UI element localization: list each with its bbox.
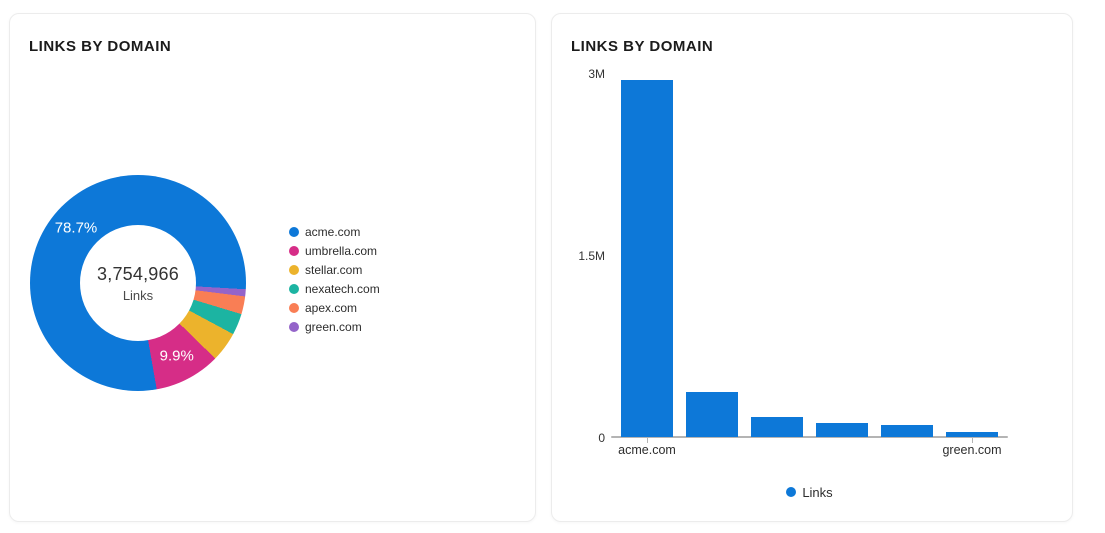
legend-text-green.com: green.com: [305, 319, 362, 334]
pie-legend-item-green.com[interactable]: green.com: [289, 317, 380, 336]
donut-center: 3,754,966 Links: [80, 225, 196, 341]
pie-legend-item-acme.com[interactable]: acme.com: [289, 222, 380, 241]
legend-text-umbrella.com: umbrella.com: [305, 243, 378, 258]
donut-total-value: 3,754,966: [97, 263, 179, 284]
legend-dot-nexatech.com: [289, 283, 299, 294]
links-by-domain-bar-card: LINKS BY DOMAIN acme.com green.com Links …: [551, 13, 1073, 522]
bar-stellar.com[interactable]: [751, 416, 803, 437]
pie-legend-item-apex.com[interactable]: apex.com: [289, 298, 380, 317]
legend-dot-green.com: [289, 321, 299, 332]
legend-text-nexatech.com: nexatech.com: [305, 281, 380, 296]
legend-text-apex.com: apex.com: [305, 300, 358, 315]
bar-umbrella.com[interactable]: [686, 392, 738, 437]
slice-pct-label-acme.com: 78.7%: [54, 219, 98, 237]
bar-green.com[interactable]: [946, 432, 998, 437]
bar-card-title: LINKS BY DOMAIN: [571, 38, 714, 55]
links-legend-dot: [786, 487, 797, 497]
legend-dot-umbrella.com: [289, 245, 299, 256]
pie-legend-item-nexatech.com[interactable]: nexatech.com: [289, 279, 380, 298]
legend-dot-acme.com: [289, 226, 299, 237]
x-axis-tick-acme.com: [647, 438, 648, 443]
pie-card-title: LINKS BY DOMAIN: [29, 38, 172, 55]
x-axis-line: [611, 436, 1008, 438]
slice-pct-label-umbrella.com: 9.9%: [159, 347, 194, 365]
x-axis-label-green.com: green.com: [942, 443, 1002, 457]
legend-text-acme.com: acme.com: [305, 224, 361, 239]
legend-text-stellar.com: stellar.com: [305, 262, 363, 277]
donut-chart-area: 3,754,966 Links 78.7% 9.9%: [30, 175, 246, 391]
pie-legend: acme.com umbrella.com stellar.com nexatech.…: [289, 222, 380, 336]
y-axis-label-0: 0: [598, 431, 605, 445]
legend-dot-stellar.com: [289, 264, 299, 275]
pie-legend-item-stellar.com[interactable]: stellar.com: [289, 260, 380, 279]
y-axis-label-3M: 3M: [588, 67, 605, 81]
bar-acme.com[interactable]: [621, 80, 673, 437]
links-by-domain-pie-card: LINKS BY DOMAIN 3,754,966 Links 78.7% 9.9…: [9, 13, 536, 522]
bar-legend[interactable]: Links: [611, 484, 1008, 500]
donut-total-label: Links: [122, 287, 154, 303]
bar-chart-plot: acme.com green.com: [611, 74, 1008, 457]
links-legend-label: Links: [802, 484, 833, 500]
y-axis-label-1.5M: 1.5M: [578, 249, 605, 263]
pie-legend-item-umbrella.com[interactable]: umbrella.com: [289, 241, 380, 260]
bar-apex.com[interactable]: [881, 424, 933, 437]
bar-nexatech.com[interactable]: [816, 422, 868, 437]
x-axis-tick-green.com: [972, 438, 973, 443]
x-axis-label-acme.com: acme.com: [618, 443, 676, 457]
legend-dot-apex.com: [289, 302, 299, 313]
